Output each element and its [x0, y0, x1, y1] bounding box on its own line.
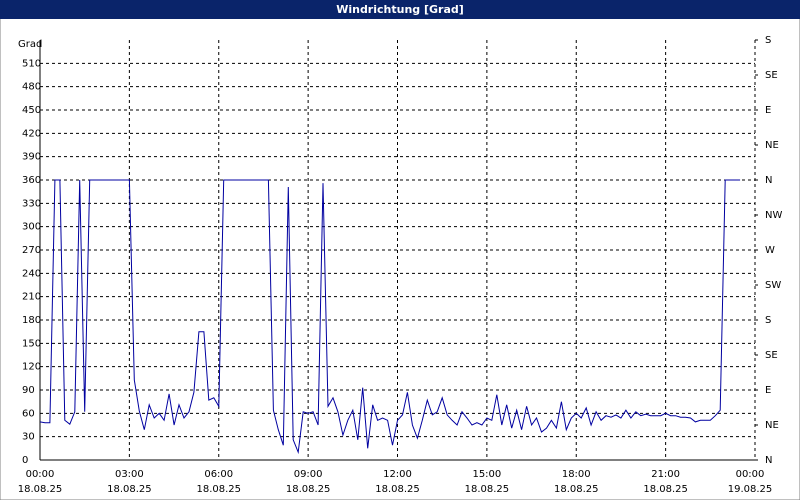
x-tick-label: 09:00 [294, 469, 323, 480]
y-tick-label: 270 [22, 245, 41, 256]
x-tick-date: 18.08.25 [18, 484, 63, 495]
y-tick-label: 150 [22, 338, 41, 349]
y-tick-label: 510 [22, 58, 41, 69]
y2-tick-label: SE [765, 70, 778, 81]
y-tick-label: 210 [22, 292, 41, 303]
y2-tick-label: N [765, 455, 772, 466]
y-tick-label: 420 [22, 128, 41, 139]
y-tick-label: 390 [22, 152, 41, 163]
x-tick-label: 03:00 [115, 469, 144, 480]
x-tick-label: 06:00 [204, 469, 233, 480]
y2-tick-label: S [765, 35, 771, 46]
chart-title: Windrichtung [Grad] [336, 3, 464, 16]
x-tick-label: 15:00 [472, 469, 501, 480]
x-tick-date: 18.08.25 [107, 484, 152, 495]
y2-tick-label: E [765, 105, 771, 116]
y-tick-label: 330 [22, 198, 41, 209]
y-tick-label: 90 [22, 385, 35, 396]
x-tick-label: 12:00 [383, 469, 412, 480]
x-tick-date: 18.08.25 [196, 484, 241, 495]
y-tick-label: 180 [22, 315, 41, 326]
y-tick-label: 240 [22, 268, 41, 279]
y2-tick-label: SE [765, 350, 778, 361]
x-tick-label: 00:00 [26, 469, 55, 480]
y2-tick-label: NE [765, 140, 779, 151]
y-axis-label: Grad [18, 39, 42, 50]
x-tick-date: 18.08.25 [643, 484, 688, 495]
y-tick-label: 360 [22, 175, 41, 186]
x-tick-label: 00:00 [736, 469, 765, 480]
y-tick-label: 480 [22, 82, 41, 93]
y2-tick-label: N [765, 175, 772, 186]
title-bar [0, 0, 800, 19]
x-tick-label: 18:00 [562, 469, 591, 480]
x-tick-date: 18.08.25 [286, 484, 331, 495]
y2-tick-label: NE [765, 420, 779, 431]
y2-tick-label: W [765, 245, 775, 256]
y-tick-label: 30 [22, 432, 35, 443]
x-tick-date: 18.08.25 [465, 484, 510, 495]
y2-tick-label: NW [765, 210, 782, 221]
y-tick-label: 0 [22, 455, 28, 466]
x-tick-date: 18.08.25 [375, 484, 420, 495]
y2-tick-label: E [765, 385, 771, 396]
y2-tick-label: SW [765, 280, 781, 291]
x-tick-date: 19.08.25 [728, 484, 773, 495]
y-tick-label: 300 [22, 222, 41, 233]
y2-tick-label: S [765, 315, 771, 326]
data-line [39, 179, 741, 455]
y-tick-label: 60 [22, 408, 35, 419]
y-tick-label: 450 [22, 105, 41, 116]
y-tick-label: 120 [22, 362, 41, 373]
x-tick-label: 21:00 [651, 469, 680, 480]
x-tick-date: 18.08.25 [554, 484, 599, 495]
